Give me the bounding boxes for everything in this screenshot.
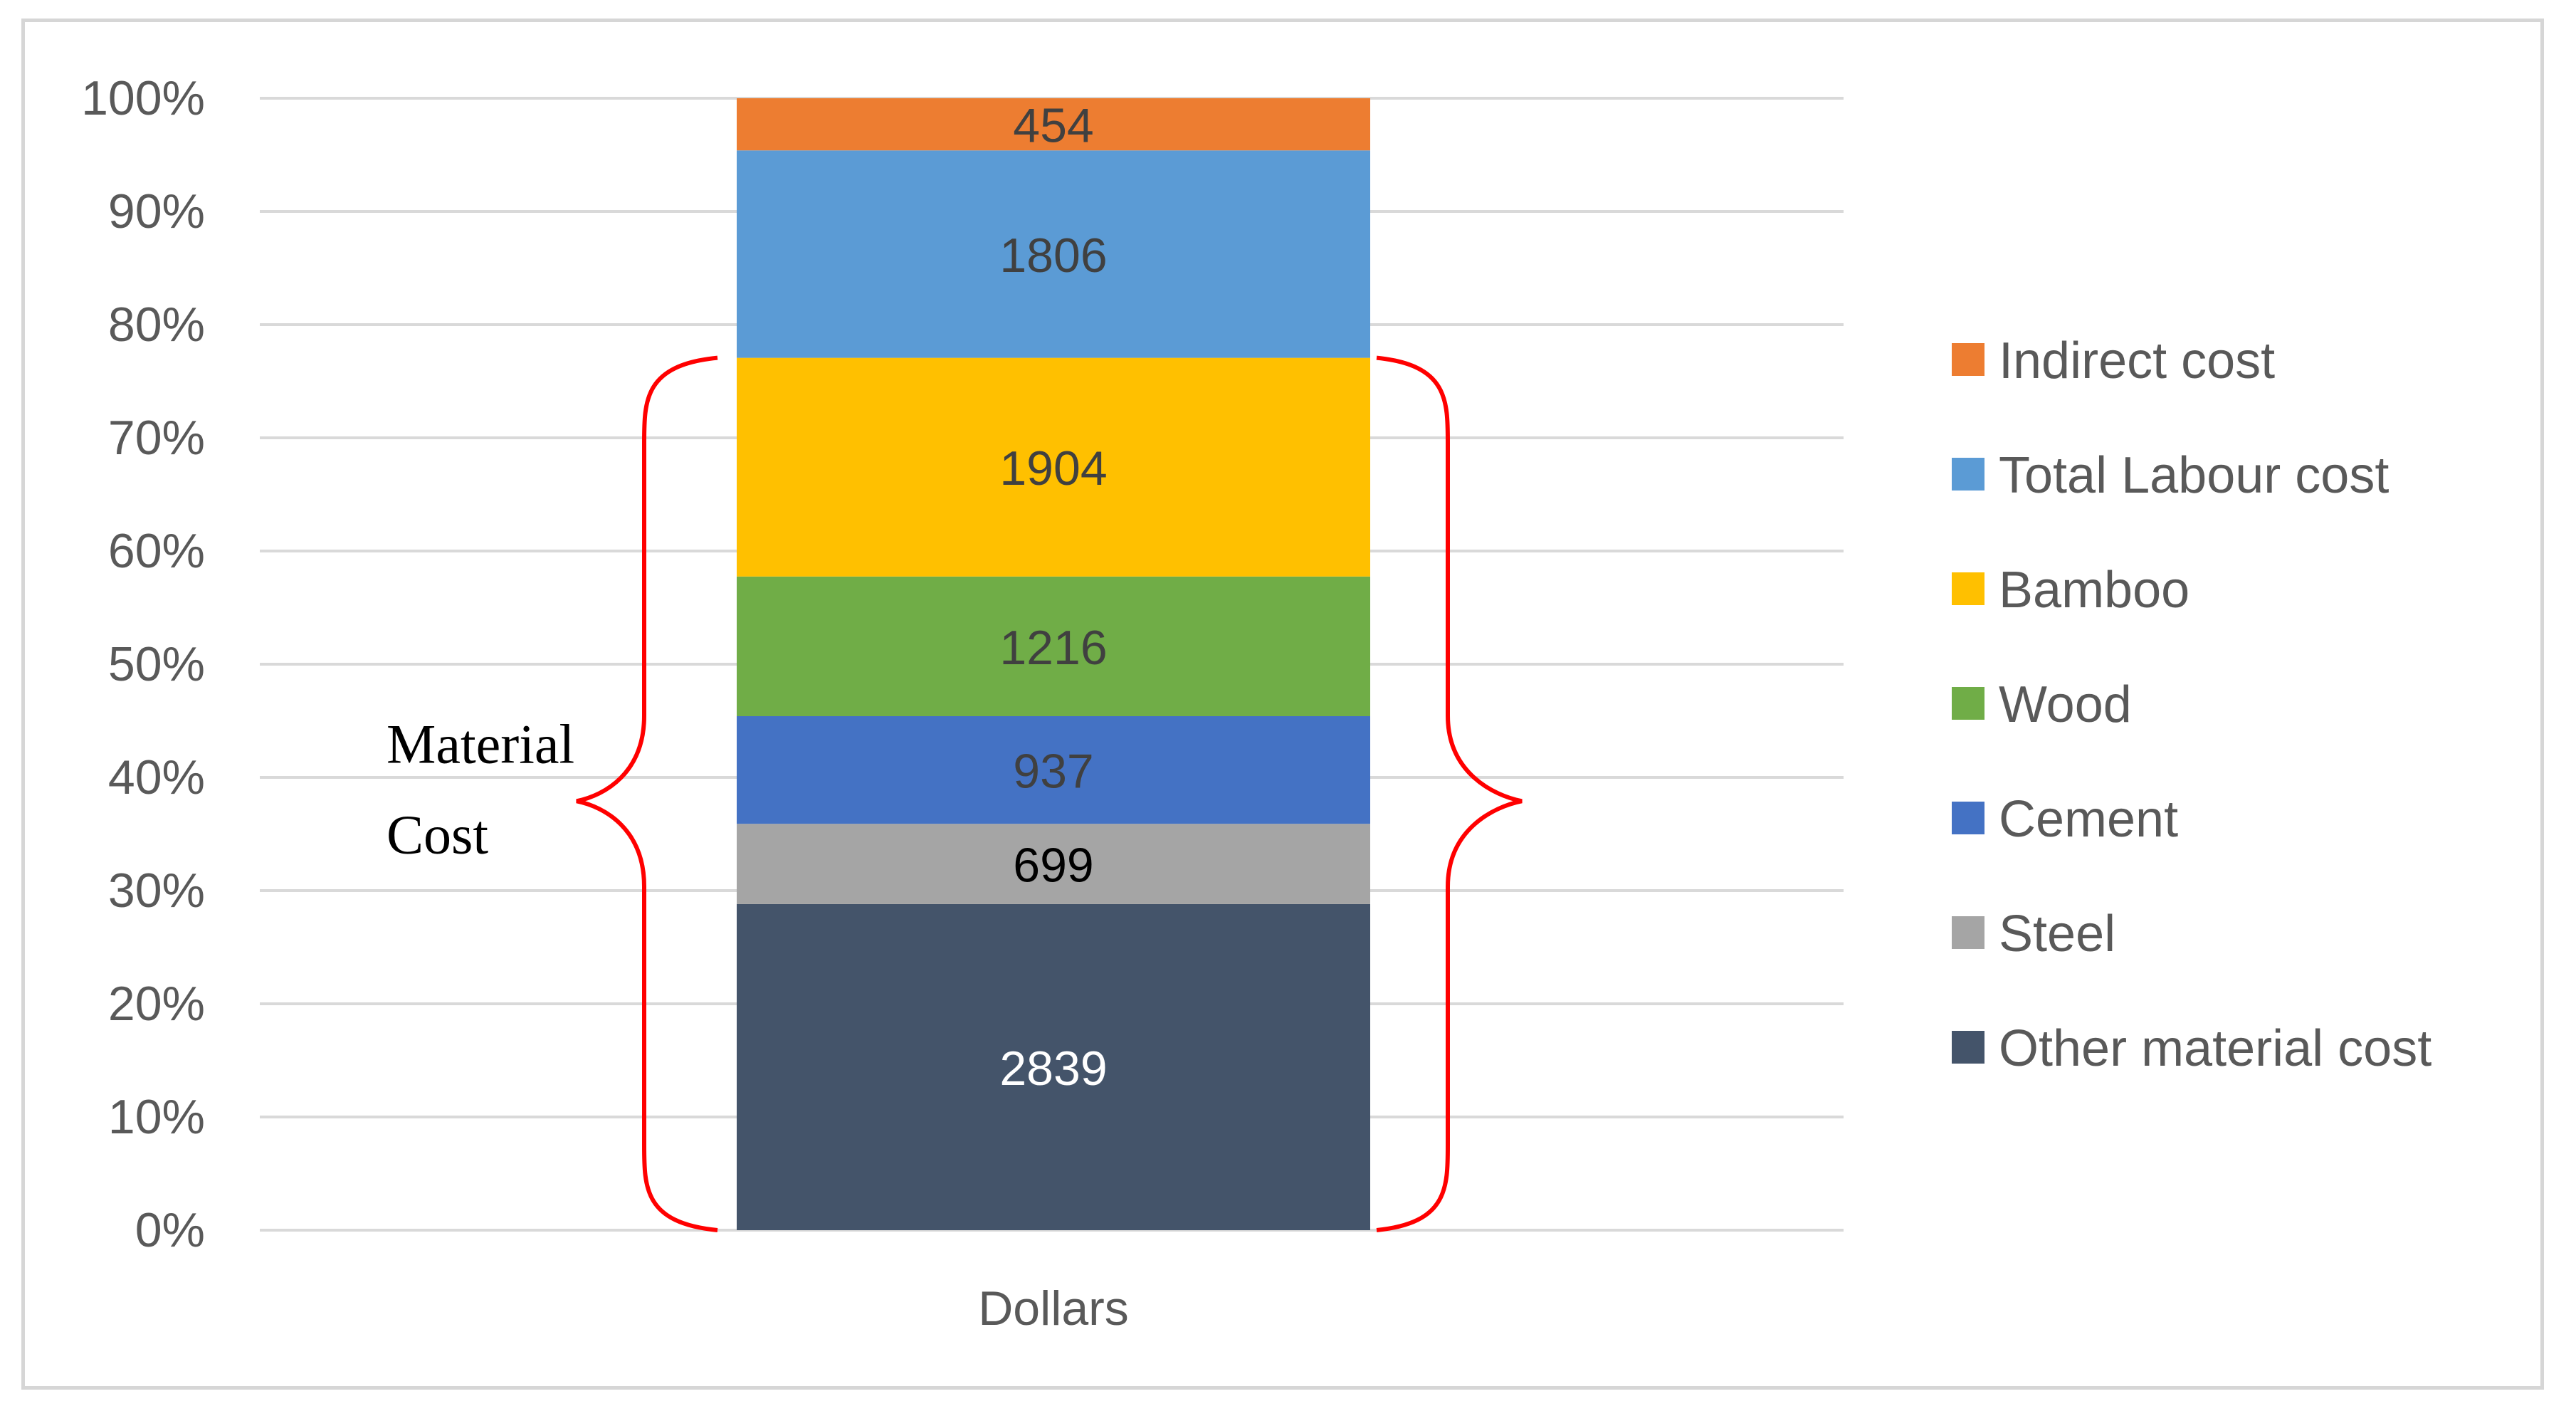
y-tick-label: 70% — [108, 411, 205, 465]
data-label-other-material-cost: 2839 — [999, 1042, 1107, 1096]
data-label-steel: 699 — [1013, 839, 1093, 893]
legend-label-total-labour-cost: Total Labour cost — [1999, 447, 2389, 504]
legend-swatch-other-material-cost — [1952, 1031, 1984, 1064]
legend-swatch-steel — [1952, 916, 1984, 949]
legend-swatch-wood — [1952, 687, 1984, 720]
left-brace — [576, 355, 718, 1232]
legend-label-steel: Steel — [1999, 906, 2115, 962]
y-tick-label: 100% — [81, 71, 205, 125]
data-label-wood: 1216 — [999, 621, 1107, 675]
annotation-text-line: Material — [387, 713, 574, 775]
x-axis-tick-labels: Dollars — [978, 1281, 1129, 1336]
bar-segment-bamboo — [737, 357, 1370, 577]
legend-swatch-cement — [1952, 802, 1984, 834]
y-tick-label: 80% — [108, 298, 205, 352]
y-axis-tick-labels: 0% 10% 20% 30% 40% 50% 60% 70% 80% 90% 100% — [81, 71, 205, 1257]
legend-label-wood: Wood — [1999, 676, 2132, 733]
legend: Indirect cost Total Labour cost Bamboo Wood… — [1952, 332, 2432, 1077]
data-label-cement: 937 — [1013, 745, 1093, 799]
y-tick-label: 90% — [108, 184, 205, 238]
data-label-indirect-cost: 454 — [1013, 99, 1093, 153]
bar-segments — [737, 98, 1370, 1230]
legend-swatch-bamboo — [1952, 572, 1984, 605]
bar-segment-steel — [737, 824, 1370, 904]
legend-label-cement: Cement — [1999, 791, 2178, 848]
legend-swatch-total-labour-cost — [1952, 458, 1984, 491]
data-label-total-labour-cost: 1806 — [999, 229, 1107, 283]
x-tick-label: Dollars — [978, 1281, 1129, 1336]
bar-segment-wood — [737, 576, 1370, 717]
y-tick-label: 20% — [108, 977, 205, 1031]
y-tick-label: 10% — [108, 1090, 205, 1144]
bar-segment-other-material-cost — [737, 903, 1370, 1230]
y-tick-label: 40% — [108, 750, 205, 804]
material-cost-annotation: Material Cost — [387, 355, 1523, 1232]
data-label-bamboo: 1904 — [999, 441, 1107, 495]
y-tick-label: 0% — [135, 1203, 205, 1257]
right-brace — [1376, 355, 1523, 1232]
bar-segment-cement — [737, 716, 1370, 824]
annotation-text-line: Cost — [387, 804, 488, 866]
y-tick-label: 60% — [108, 524, 205, 578]
legend-label-bamboo: Bamboo — [1999, 562, 2189, 619]
y-tick-label: 50% — [108, 637, 205, 691]
bar-segment-total-labour-cost — [737, 150, 1370, 358]
y-tick-label: 30% — [108, 864, 205, 918]
legend-swatch-indirect-cost — [1952, 343, 1984, 376]
bar-segment-indirect-cost — [737, 98, 1370, 151]
legend-label-other-material-cost: Other material cost — [1999, 1020, 2432, 1077]
segment-data-labels: 2839 699 937 1216 1904 1806 454 — [999, 99, 1107, 1096]
legend-label-indirect-cost: Indirect cost — [1999, 332, 2275, 389]
